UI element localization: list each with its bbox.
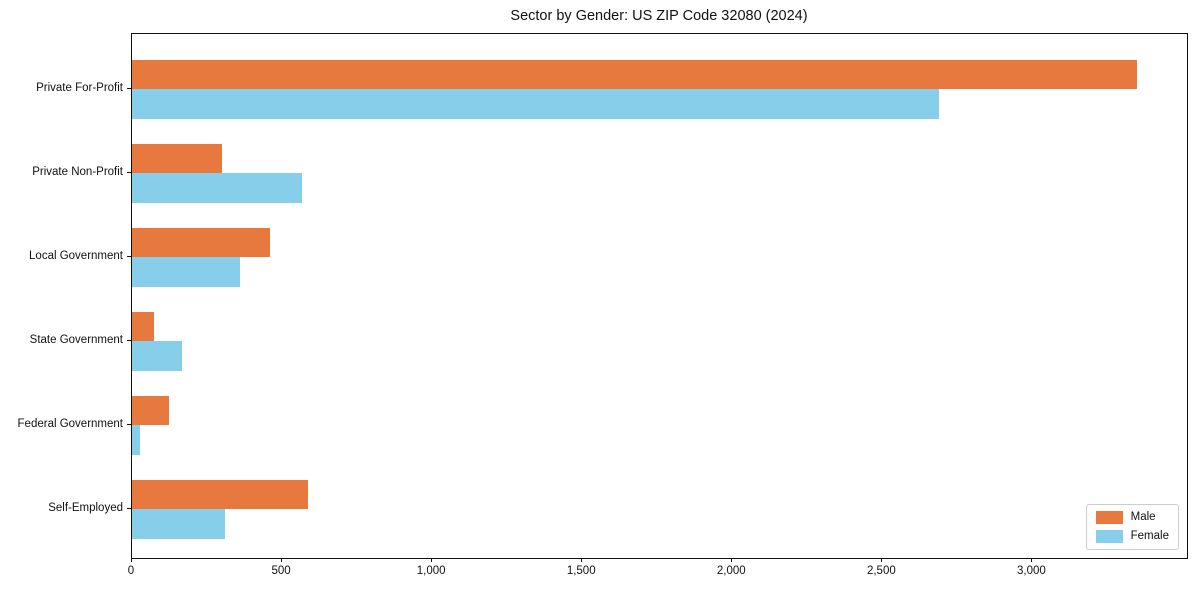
x-axis-tick-label: 2,500: [866, 565, 896, 577]
bar-male-state-government: [132, 311, 154, 341]
x-tick-mark: [581, 558, 583, 562]
y-axis-category-label: Local Government: [29, 250, 123, 262]
x-tick-mark: [731, 558, 733, 562]
x-axis-tick-label: 1,500: [566, 565, 596, 577]
y-tick-mark: [127, 340, 131, 341]
y-tick-mark: [127, 424, 131, 425]
x-axis-tick-label: 2,000: [716, 565, 746, 577]
legend-label-female: Female: [1130, 530, 1169, 542]
bar-male-private-non-profit: [132, 143, 223, 173]
y-tick-mark: [127, 88, 131, 89]
y-axis-category-label: Self-Employed: [48, 502, 123, 514]
y-tick-mark: [127, 508, 131, 509]
x-axis-tick-label: 500: [271, 565, 291, 577]
legend-item-female: Female: [1095, 530, 1169, 543]
bar-female-private-for-profit: [132, 89, 940, 119]
x-axis-tick-label: 0: [127, 565, 135, 577]
bar-male-local-government: [132, 227, 271, 257]
x-tick-mark: [131, 558, 132, 562]
y-tick-mark: [127, 172, 131, 173]
y-tick-mark: [127, 256, 131, 257]
legend-label-male: Male: [1130, 511, 1156, 523]
legend-item-male: Male: [1095, 511, 1169, 524]
x-tick-mark: [431, 558, 433, 562]
bar-female-federal-government: [132, 425, 141, 455]
bar-female-self-employed: [132, 509, 226, 539]
x-tick-mark: [881, 558, 883, 562]
y-axis-category-label: Federal Government: [17, 418, 123, 430]
x-tick-mark: [281, 558, 283, 562]
bar-female-state-government: [132, 341, 182, 371]
legend: Male Female: [1085, 504, 1179, 550]
female-swatch-icon: [1095, 530, 1123, 543]
plot-area: Male Female: [131, 33, 1188, 559]
male-swatch-icon: [1095, 511, 1123, 524]
bar-male-federal-government: [132, 395, 169, 425]
bar-male-private-for-profit: [132, 59, 1137, 89]
y-axis-category-label: Private Non-Profit: [32, 166, 123, 178]
y-axis-category-label: State Government: [29, 334, 123, 346]
y-axis-category-label: Private For-Profit: [36, 82, 123, 94]
x-axis-tick-label: 1,000: [416, 565, 446, 577]
bar-female-private-non-profit: [132, 173, 303, 203]
chart-title: Sector by Gender: US ZIP Code 32080 (202…: [510, 8, 808, 24]
x-tick-mark: [1031, 558, 1033, 562]
bar-female-local-government: [132, 257, 241, 287]
bar-male-self-employed: [132, 479, 308, 509]
x-axis-tick-label: 3,000: [1017, 565, 1046, 577]
